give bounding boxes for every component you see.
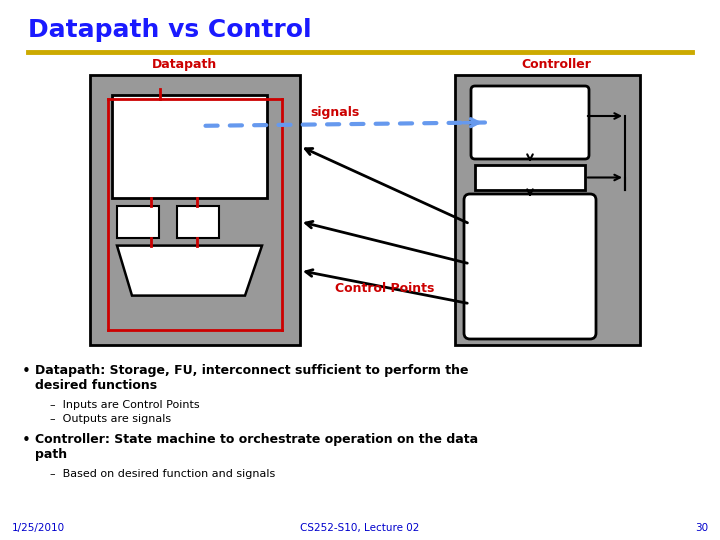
Text: Controller: Controller: [522, 58, 592, 71]
Text: signals: signals: [310, 106, 360, 119]
Text: •: •: [22, 433, 31, 448]
Bar: [455, 75, 640, 345]
Polygon shape: [117, 246, 262, 295]
Bar: [475, 165, 585, 190]
Bar: [90, 75, 300, 345]
Text: Control Points: Control Points: [336, 282, 435, 295]
Text: •: •: [22, 364, 31, 379]
Text: –  Inputs are Control Points: – Inputs are Control Points: [50, 400, 199, 410]
FancyBboxPatch shape: [471, 86, 589, 159]
Text: –  Outputs are signals: – Outputs are signals: [50, 414, 171, 424]
Text: Controller: State machine to orchestrate operation on the data
path: Controller: State machine to orchestrate…: [35, 433, 478, 461]
Text: 30: 30: [695, 523, 708, 533]
Bar: [112, 95, 267, 198]
FancyBboxPatch shape: [464, 194, 596, 339]
Text: 1/25/2010: 1/25/2010: [12, 523, 65, 533]
Text: Datapath: Storage, FU, interconnect sufficient to perform the
desired functions: Datapath: Storage, FU, interconnect suff…: [35, 364, 469, 392]
Text: CS252-S10, Lecture 02: CS252-S10, Lecture 02: [300, 523, 420, 533]
Bar: [176, 206, 219, 238]
Text: Datapath vs Control: Datapath vs Control: [28, 18, 312, 42]
Text: –  Based on desired function and signals: – Based on desired function and signals: [50, 469, 275, 479]
Bar: [117, 206, 159, 238]
Text: Datapath: Datapath: [152, 58, 217, 71]
